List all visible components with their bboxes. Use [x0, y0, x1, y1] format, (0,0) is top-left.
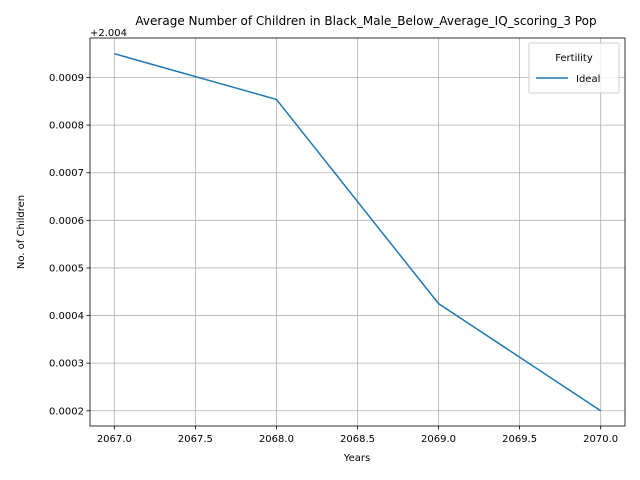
x-tick-label: 2070.0 — [583, 434, 618, 445]
y-axis-ticks: 0.0002 0.0003 0.0004 0.0005 0.0006 0.0007 0.00… — [49, 73, 90, 417]
y-tick-label: 0.0008 — [49, 121, 84, 132]
y-tick-label: 0.0009 — [49, 73, 84, 84]
legend-entry-label: Ideal — [576, 74, 600, 85]
chart-title: Average Number of Children in Black_Male… — [135, 14, 596, 28]
y-offset-label: +2.004 — [90, 28, 127, 39]
series — [114, 52, 602, 412]
legend-box — [528, 42, 620, 94]
y-axis-label: No. of Children — [16, 195, 27, 269]
y-tick-label: 0.0004 — [49, 311, 84, 322]
x-tick-label: 2067.0 — [97, 434, 132, 445]
x-tick-label: 2069.0 — [421, 434, 456, 445]
x-axis-label: Years — [343, 453, 370, 464]
y-tick-label: 0.0003 — [49, 359, 84, 370]
y-tick-label: 0.0005 — [49, 263, 84, 274]
x-axis-ticks: 2067.0 2067.5 2068.0 2068.5 2069.0 2069.5 2070… — [97, 426, 618, 445]
legend-title: Fertility — [555, 53, 593, 64]
x-tick-label: 2068.5 — [340, 434, 375, 445]
y-tick-label: 0.0002 — [49, 406, 84, 417]
plot-frame — [89, 37, 626, 427]
x-tick-label: 2069.5 — [502, 434, 537, 445]
series-line-ideal — [114, 52, 602, 412]
x-tick-label: 2068.0 — [259, 434, 294, 445]
y-tick-label: 0.0007 — [49, 168, 84, 179]
legend: Fertility Ideal — [528, 42, 620, 94]
y-tick-label: 0.0006 — [49, 216, 84, 227]
grid — [90, 38, 625, 426]
x-tick-label: 2067.5 — [178, 434, 213, 445]
